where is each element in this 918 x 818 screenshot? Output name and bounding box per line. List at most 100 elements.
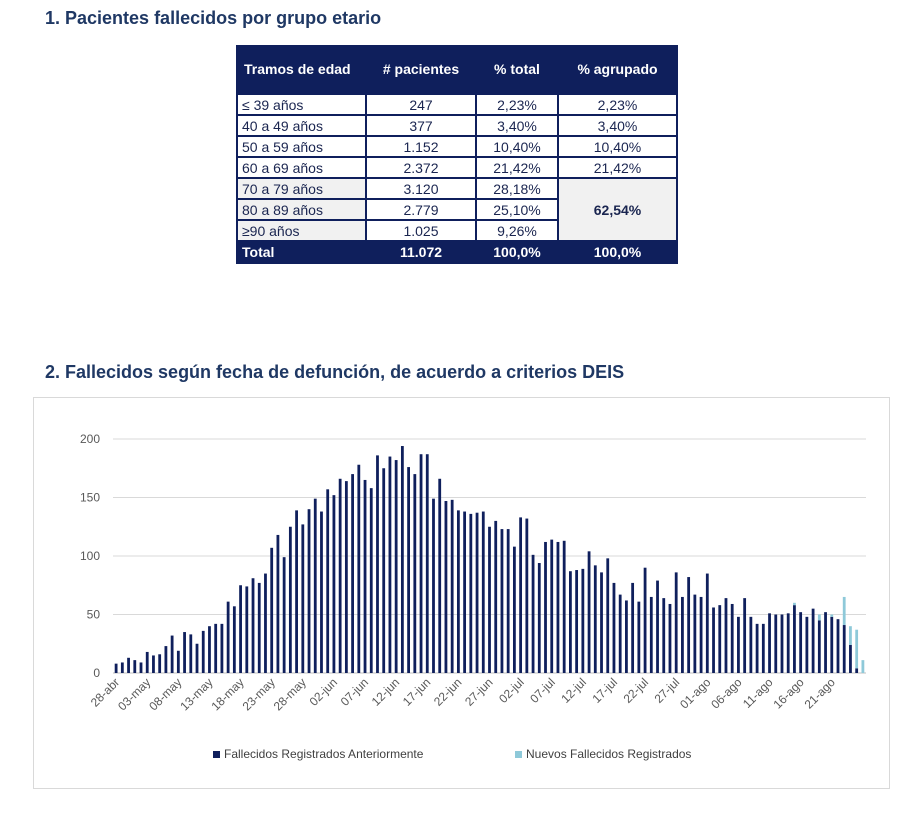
- bar-previous: [413, 474, 417, 673]
- bar-previous: [817, 620, 821, 673]
- bar-previous: [456, 510, 460, 673]
- bar-previous: [133, 660, 137, 673]
- x-tick-label: 08-may: [146, 675, 184, 713]
- bar-previous: [475, 512, 479, 673]
- cell-agrupado: 21,42%: [557, 156, 678, 179]
- bar-new: [849, 626, 852, 645]
- bar-previous: [369, 488, 373, 673]
- x-tick-label: 02-jun: [307, 675, 340, 708]
- bar-previous: [376, 455, 379, 673]
- bar-previous: [550, 539, 554, 673]
- x-tick-label: 28-may: [271, 675, 309, 713]
- legend-swatch-new: [515, 751, 522, 759]
- x-tick-label: 23-may: [240, 675, 278, 713]
- table-total-row: Total 11.072 100,0% 100,0%: [236, 240, 678, 264]
- legend-item-new: Nuevos Fallecidos Registrados: [515, 747, 691, 761]
- cell-pct: 9,26%: [475, 219, 559, 242]
- cell-pct: 21,42%: [475, 156, 559, 179]
- bar-previous: [793, 605, 796, 673]
- bar-previous: [749, 616, 753, 673]
- legend-label-new: Nuevos Fallecidos Registrados: [526, 747, 692, 761]
- bar-previous: [351, 474, 354, 673]
- section2-title: 2. Fallecidos según fecha de defunción, …: [45, 362, 625, 382]
- bar-previous: [662, 598, 666, 673]
- bar-previous: [145, 651, 149, 673]
- deaths-chart-frame: [33, 397, 890, 789]
- table-header-row: Tramos de edad # pacientes % total % agr…: [236, 45, 678, 94]
- bar-previous: [357, 464, 361, 673]
- x-tick-label: 01-ago: [677, 675, 714, 712]
- bar-previous: [575, 570, 579, 673]
- bar-previous: [301, 524, 305, 673]
- cell-pacientes: 2.779: [365, 198, 477, 221]
- bar-previous: [705, 573, 709, 673]
- bar-previous: [438, 478, 442, 673]
- x-tick-label: 02-jul: [496, 675, 527, 706]
- cell-tramo: ≥90 años: [236, 219, 367, 242]
- bar-new: [793, 602, 796, 606]
- bar-new: [842, 596, 846, 626]
- bar-previous: [712, 607, 715, 673]
- cell-pct: 2,23%: [475, 93, 559, 116]
- bar-previous: [506, 529, 510, 673]
- bar-previous: [774, 614, 778, 673]
- bar-previous: [855, 668, 859, 673]
- bar-previous: [214, 623, 218, 673]
- bar-new: [855, 629, 859, 669]
- col-header-tramos: Tramos de edad: [236, 45, 367, 94]
- bar-previous: [170, 635, 174, 673]
- bar-previous: [681, 596, 684, 673]
- bar-previous: [320, 511, 323, 673]
- bar-previous: [687, 577, 691, 673]
- bar-previous: [245, 586, 249, 673]
- bar-previous: [569, 571, 572, 673]
- bar-previous: [127, 657, 130, 673]
- x-tick-label: 13-may: [177, 675, 215, 713]
- x-tick-label: 11-ago: [740, 675, 776, 711]
- x-tick-label: 06-ago: [708, 675, 745, 712]
- bar-previous: [730, 603, 734, 673]
- bar-previous: [556, 541, 560, 673]
- bar-previous: [382, 468, 386, 673]
- table-row: 50 a 59 años 1.152 10,40% 10,40%: [236, 135, 678, 158]
- bar-previous: [363, 479, 367, 673]
- bar-previous: [780, 614, 784, 673]
- bar-previous: [120, 662, 124, 673]
- total-pacientes: 11.072: [365, 240, 477, 264]
- bar-previous: [338, 478, 342, 673]
- bar-previous: [270, 547, 274, 673]
- bar-previous: [463, 511, 467, 673]
- cell-tramo: 50 a 59 años: [236, 135, 367, 158]
- bar-previous: [805, 616, 809, 673]
- legend-label-previous: Fallecidos Registrados Anteriormente: [224, 747, 424, 761]
- cell-tramo: 60 a 69 años: [236, 156, 367, 179]
- bar-previous: [239, 585, 242, 673]
- bar-previous: [618, 594, 622, 673]
- bar-previous: [400, 446, 404, 673]
- x-tick-label: 07-jul: [527, 675, 558, 706]
- bar-previous: [562, 540, 566, 673]
- bar-previous: [469, 513, 473, 673]
- bar-previous: [606, 558, 610, 673]
- x-tick-label: 17-jul: [589, 675, 620, 706]
- bar-previous: [643, 567, 647, 673]
- bar-previous: [394, 460, 398, 673]
- bar-previous: [512, 546, 516, 673]
- x-tick-label: 21-ago: [802, 675, 839, 712]
- table-row: ≤ 39 años 247 2,23% 2,23%: [236, 93, 678, 116]
- bar-previous: [189, 634, 193, 673]
- total-label: Total: [236, 240, 367, 264]
- cell-pct: 10,40%: [475, 135, 559, 158]
- bar-previous: [307, 509, 311, 673]
- bar-previous: [799, 612, 803, 673]
- bar-previous: [519, 517, 523, 673]
- bar-previous: [450, 499, 454, 673]
- y-tick-label: 150: [80, 491, 100, 505]
- bar-previous: [419, 454, 423, 673]
- bar-previous: [276, 534, 280, 673]
- bar-previous: [656, 580, 659, 673]
- bar-previous: [612, 582, 616, 673]
- bar-previous: [724, 598, 728, 673]
- x-tick-label: 22-jul: [621, 675, 652, 706]
